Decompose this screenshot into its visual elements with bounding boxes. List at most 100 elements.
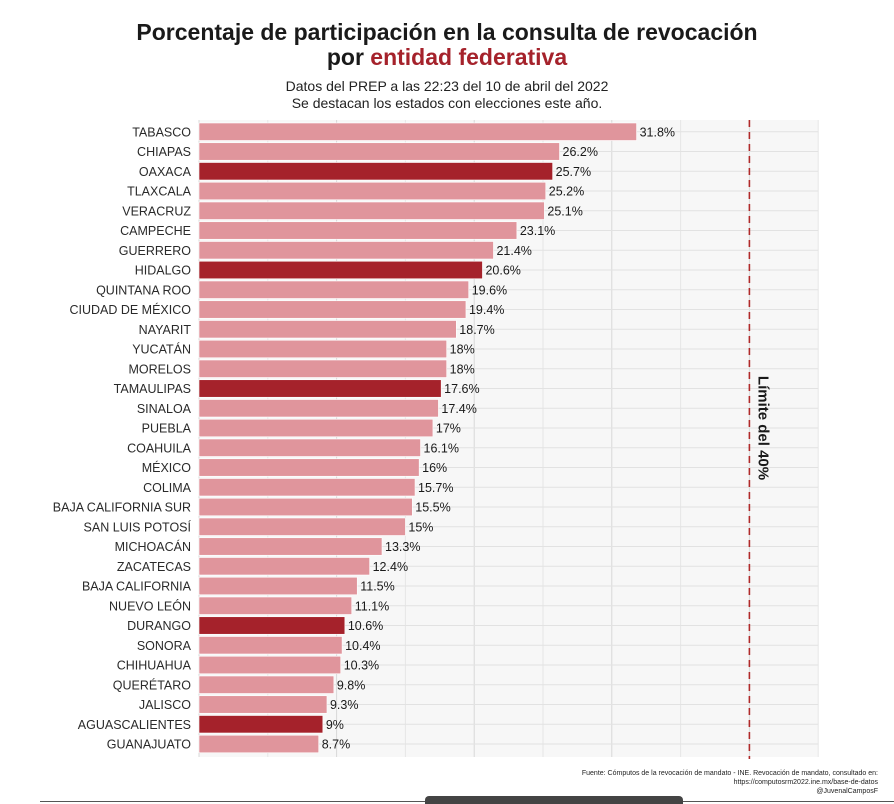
source-line-3: @JuvenalCamposF <box>816 788 878 795</box>
value-label: 15.5% <box>415 501 450 515</box>
value-label: 11.5% <box>360 580 395 594</box>
value-label: 23.1% <box>520 224 555 238</box>
category-label: SONORA <box>137 639 192 653</box>
category-label: MORELOS <box>128 362 191 376</box>
value-label: 10.4% <box>345 639 380 653</box>
bar <box>198 497 413 517</box>
value-label: 8.7% <box>322 738 351 752</box>
title-line-2: por entidad federativa <box>0 45 894 70</box>
value-label: 25.1% <box>547 204 582 218</box>
chart-subtitle: Datos del PREP a las 22:23 del 10 de abr… <box>0 78 894 112</box>
bar <box>198 675 335 694</box>
value-label: 10.3% <box>344 659 379 673</box>
limit-line-label: Límite del 40% <box>754 376 771 480</box>
category-label: ZACATECAS <box>117 560 191 574</box>
value-label: 9.8% <box>337 678 366 692</box>
category-label: MÉXICO <box>142 460 192 475</box>
value-label: 31.8% <box>640 125 675 139</box>
category-label: TLAXCALA <box>127 185 192 199</box>
category-label: HIDALGO <box>135 264 192 278</box>
category-label: CHIHUAHUA <box>117 659 192 673</box>
value-label: 10.6% <box>348 619 383 633</box>
bar <box>198 181 547 201</box>
category-label: COAHUILA <box>127 441 192 455</box>
bar <box>198 260 483 280</box>
value-label: 9.3% <box>330 698 359 712</box>
category-label: SAN LUIS POTOSÍ <box>84 519 192 534</box>
category-label: TABASCO <box>132 125 191 139</box>
category-label: OAXACA <box>139 165 192 179</box>
scroll-handle[interactable] <box>425 796 683 804</box>
source-note: Fuente: Cómputos de la revocación de man… <box>582 769 878 796</box>
title-line-2-prefix: por <box>326 44 371 70</box>
category-label: COLIMA <box>143 481 192 495</box>
bar <box>198 300 467 319</box>
value-label: 16% <box>422 461 447 475</box>
bar <box>198 557 370 576</box>
bar <box>198 616 346 635</box>
bar <box>198 320 457 339</box>
category-label: NUEVO LEÓN <box>109 598 191 613</box>
bar <box>198 636 343 655</box>
value-label: 15% <box>408 520 433 534</box>
bar <box>198 576 358 596</box>
value-label: 25.2% <box>549 185 584 199</box>
value-label: 17.4% <box>441 402 476 416</box>
bar <box>198 379 442 398</box>
value-label: 19.4% <box>469 303 504 317</box>
bar <box>198 221 518 240</box>
value-label: 26.2% <box>563 145 598 159</box>
bar <box>198 399 439 418</box>
value-label: 17.6% <box>444 382 479 396</box>
bar <box>198 142 560 161</box>
bar <box>198 280 469 299</box>
category-label: BAJA CALIFORNIA <box>82 580 192 594</box>
bar <box>198 201 545 220</box>
bar <box>198 478 416 497</box>
value-label: 11.1% <box>355 599 390 613</box>
bar-chart: TABASCO 31.8% CHIAPAS 26.2% OAXACA 25.7% TLAXC… <box>53 120 819 759</box>
bar <box>198 359 447 378</box>
category-label: GUERRERO <box>119 244 192 258</box>
category-label: QUINTANA ROO <box>96 283 191 297</box>
bar <box>198 517 406 536</box>
bar <box>198 596 353 615</box>
category-label: PUEBLA <box>142 422 192 436</box>
bar <box>198 122 637 141</box>
category-label: YUCATÁN <box>132 342 191 357</box>
title-line-1: Porcentaje de participación en la consul… <box>136 19 758 45</box>
category-label: GUANAJUATO <box>107 738 192 752</box>
value-label: 19.6% <box>472 283 507 297</box>
category-label: CIUDAD DE MÉXICO <box>69 302 191 317</box>
subtitle-line-1: Datos del PREP a las 22:23 del 10 de abr… <box>285 78 609 94</box>
title-line-2-accent: entidad federativa <box>370 44 568 70</box>
category-label: JALISCO <box>139 698 191 712</box>
bar <box>198 715 324 734</box>
value-label: 18% <box>450 362 475 376</box>
value-label: 9% <box>326 718 344 732</box>
bar <box>198 162 553 181</box>
value-label: 18.7% <box>459 323 494 337</box>
bar <box>198 438 421 457</box>
bar <box>198 695 328 714</box>
value-label: 20.6% <box>485 264 520 278</box>
bar <box>198 734 320 754</box>
value-label: 17% <box>436 422 461 436</box>
category-label: BAJA CALIFORNIA SUR <box>53 501 191 515</box>
category-label: CAMPECHE <box>120 224 191 238</box>
category-label: AGUASCALIENTES <box>78 718 191 732</box>
bar <box>198 655 342 675</box>
value-label: 25.7% <box>556 165 591 179</box>
value-label: 13.3% <box>385 540 420 554</box>
category-label: SINALOA <box>137 402 192 416</box>
value-label: 15.7% <box>418 481 453 495</box>
category-label: QUERÉTARO <box>113 677 192 692</box>
category-label: TAMAULIPAS <box>114 382 191 396</box>
category-label: CHIAPAS <box>137 145 191 159</box>
category-label: NAYARIT <box>139 323 192 337</box>
category-label: VERACRUZ <box>122 204 191 218</box>
subtitle-line-2: Se destacan los estados con elecciones e… <box>291 95 603 111</box>
value-label: 12.4% <box>373 560 408 574</box>
bar <box>198 241 494 260</box>
value-label: 18% <box>450 343 475 357</box>
